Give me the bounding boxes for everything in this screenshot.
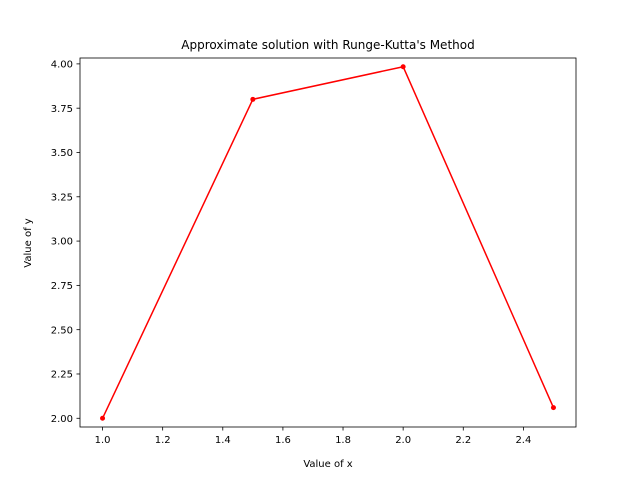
y-tick-label: 3.00 [51,237,73,248]
x-tick-label: 1.8 [335,435,351,446]
x-axis-label: Value of x [303,459,352,470]
data-point [100,415,106,421]
x-tick-label: 2.2 [455,435,471,446]
y-tick-label: 3.50 [51,148,73,159]
x-tick-label: 1.2 [155,435,171,446]
y-tick-label: 3.25 [51,192,73,203]
x-tick-label: 1.6 [275,435,291,446]
plot-area [100,64,556,421]
y-tick-label: 2.25 [51,370,73,381]
data-point [250,96,256,102]
y-tick-label: 2.75 [51,281,73,292]
data-point [400,64,406,70]
chart-title: Approximate solution with Runge-Kutta's … [181,38,474,52]
y-tick-label: 4.00 [51,59,73,70]
y-axis: 2.00 2.25 2.50 2.75 3.00 3.25 3.50 3.75 4.00 [51,59,80,425]
y-tick-label: 2.00 [51,414,73,425]
x-tick-label: 2.4 [515,435,531,446]
y-tick-label: 2.50 [51,325,73,336]
y-axis-label: Value of y [23,218,34,267]
x-tick-label: 1.4 [215,435,231,446]
data-point [550,405,556,411]
x-axis: 1.0 1.2 1.4 1.6 1.8 2.0 2.2 2.4 [95,427,531,446]
series-line [101,65,555,420]
axes-frame [79,57,577,428]
x-tick-label: 2.0 [395,435,411,446]
y-tick-label: 3.75 [51,104,73,115]
x-tick-label: 1.0 [95,435,111,446]
